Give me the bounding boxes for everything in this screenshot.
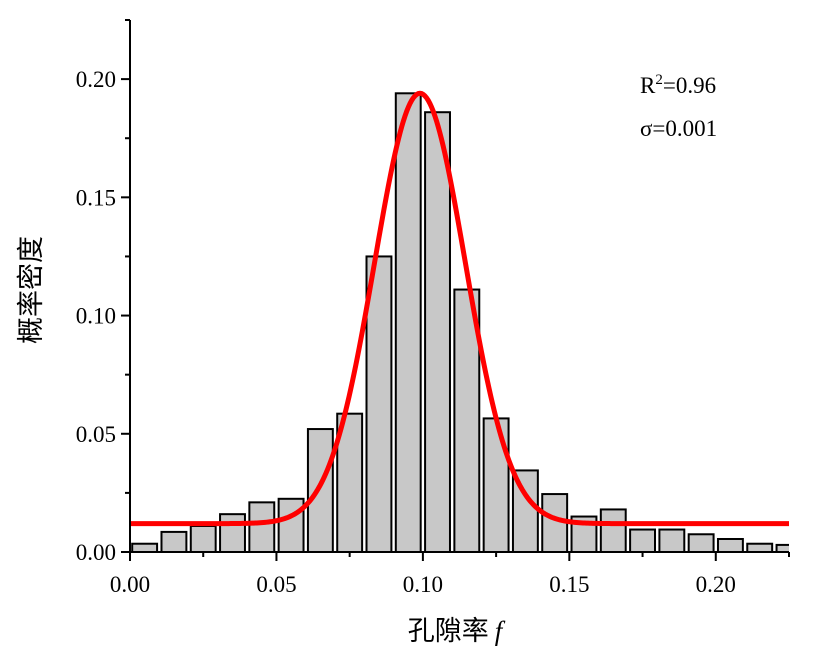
y-axis-title: 概率密度 xyxy=(16,236,46,344)
histogram-bar-19 xyxy=(687,533,715,552)
y-tick-label: 0.20 xyxy=(76,67,116,92)
histogram-bar-10 xyxy=(424,111,451,552)
y-axis-ticks: 0.00 0.05 0.10 0.15 0.20 xyxy=(76,19,130,565)
histogram-bar-21 xyxy=(746,542,774,552)
x-axis-ticks: 0.00 0.05 0.10 0.15 0.20 xyxy=(110,552,790,597)
axes xyxy=(129,20,789,553)
histogram-bar-6 xyxy=(306,428,334,552)
x-tick-label: 0.15 xyxy=(549,572,589,597)
histogram-bar-11 xyxy=(453,288,481,552)
y-tick-label: 0.15 xyxy=(76,185,116,210)
histogram-bar-4 xyxy=(248,501,276,552)
x-tick-label: 0.05 xyxy=(256,572,296,597)
histogram-bar-16 xyxy=(599,508,627,552)
histogram-bars xyxy=(131,92,789,552)
x-tick-label: 0.20 xyxy=(696,572,736,597)
histogram-bar-1 xyxy=(160,530,188,552)
histogram-bar-5 xyxy=(277,497,305,552)
x-axis-title: 孔隙率 f xyxy=(408,616,506,646)
x-tick-label: 0.10 xyxy=(403,572,443,597)
histogram-bar-2 xyxy=(189,524,217,552)
sigma-annotation: σ=0.001 xyxy=(640,116,717,141)
y-tick-label: 0.05 xyxy=(76,422,116,447)
gaussian-fit-curve xyxy=(130,90,789,527)
y-tick-label: 0.10 xyxy=(76,304,116,329)
y-tick-label: 0.00 xyxy=(76,540,116,565)
histogram-bar-20 xyxy=(716,537,744,552)
histogram-bar-3 xyxy=(219,513,246,552)
histogram-bar-18 xyxy=(658,528,686,552)
histogram-bar-7 xyxy=(336,412,364,552)
histogram-bar-17 xyxy=(629,528,657,552)
r-squared-annotation: R2=0.96 xyxy=(640,72,716,98)
x-tick-label: 0.00 xyxy=(110,572,150,597)
histogram-bar-9 xyxy=(394,92,422,552)
histogram-bar-12 xyxy=(482,417,510,552)
histogram-bar-8 xyxy=(365,255,393,552)
histogram-bar-22 xyxy=(775,543,789,552)
histogram-bar-0 xyxy=(131,542,159,552)
